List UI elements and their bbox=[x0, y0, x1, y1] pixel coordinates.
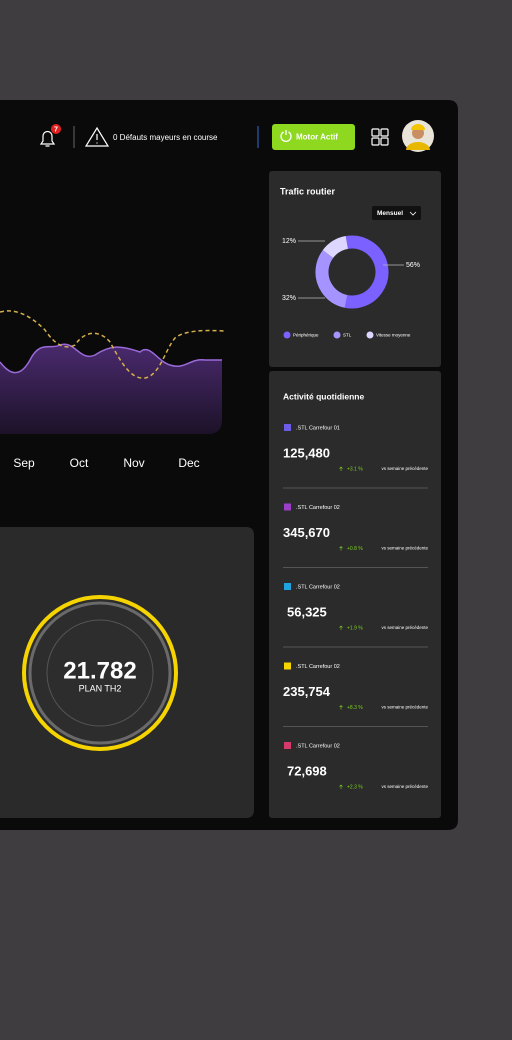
item-change: +8.3 % bbox=[347, 705, 363, 711]
gauge-ring bbox=[22, 595, 178, 751]
trend-arrow bbox=[339, 784, 343, 789]
item-comparison: vs semaine précédente bbox=[381, 625, 428, 630]
item-comparison: vs semaine précédente bbox=[381, 705, 428, 710]
x-tick-label: Dec bbox=[178, 456, 199, 470]
donut-label: 56% bbox=[406, 262, 420, 269]
avatar-body bbox=[406, 142, 430, 150]
item-value: 72,698 bbox=[287, 763, 327, 778]
item-label: .STL Carrefour 02 bbox=[296, 505, 340, 511]
legend-dot bbox=[333, 331, 341, 339]
item-label: .STL Carrefour 01 bbox=[296, 425, 340, 431]
x-tick-label: Oct bbox=[70, 456, 89, 470]
item-change: +1.9 % bbox=[347, 625, 363, 631]
donut-segment bbox=[315, 235, 389, 309]
warning-icon bbox=[84, 126, 110, 147]
area bbox=[0, 344, 222, 434]
x-tick-label: Sep bbox=[13, 456, 35, 470]
item-comparison: vs semaine précédente bbox=[381, 784, 428, 789]
period-label: Mensuel bbox=[377, 210, 403, 217]
trend-arrow bbox=[339, 546, 343, 551]
item-swatch bbox=[284, 742, 291, 749]
dashed-line bbox=[0, 310, 225, 379]
trend-arrow bbox=[339, 705, 343, 710]
item-swatch bbox=[284, 583, 291, 590]
item-value: 345,670 bbox=[283, 525, 330, 540]
item-change: +0.8 % bbox=[347, 546, 363, 552]
donut-label: 32% bbox=[282, 295, 296, 302]
legend-dot bbox=[283, 331, 291, 339]
legend-label: Vitesse moyenne bbox=[376, 333, 411, 338]
badge bbox=[51, 124, 61, 134]
item-comparison: vs semaine précédente bbox=[381, 546, 428, 551]
defects-text: 0 Défauts mayeurs en course bbox=[113, 133, 218, 142]
item-change: +2.3 % bbox=[347, 784, 363, 790]
item-value: 125,480 bbox=[283, 445, 330, 460]
item-label: .STL Carrefour 02 bbox=[296, 743, 340, 749]
area-line bbox=[0, 343, 222, 374]
period-dropdown[interactable] bbox=[372, 206, 421, 220]
item-label: .STL Carrefour 02 bbox=[296, 664, 340, 670]
gauge-value: 21.782 bbox=[63, 657, 136, 684]
gauge-inner-circle bbox=[46, 619, 154, 727]
grid-icon[interactable] bbox=[371, 128, 389, 146]
item-comparison: vs semaine précédente bbox=[381, 466, 428, 471]
trend-arrow bbox=[339, 466, 343, 471]
donut-segment bbox=[315, 235, 389, 309]
item-swatch bbox=[284, 503, 291, 511]
gauge-inner-ring bbox=[28, 601, 172, 745]
item-swatch bbox=[284, 424, 291, 431]
badge-count: 7 bbox=[54, 126, 58, 133]
activity-title: Activité quotidienne bbox=[283, 391, 365, 401]
item-value: 56,325 bbox=[287, 604, 327, 619]
activity-panel bbox=[269, 371, 441, 818]
legend-label: Périphérique bbox=[293, 333, 319, 338]
donut-label: 12% bbox=[282, 238, 296, 245]
bell[interactable] bbox=[39, 130, 56, 147]
avatar-helmet bbox=[411, 124, 425, 130]
gauge-label: PLAN TH2 bbox=[79, 683, 122, 693]
motor-button[interactable] bbox=[272, 124, 355, 150]
legend-dot bbox=[366, 331, 374, 339]
x-tick-label: Nov bbox=[123, 456, 144, 470]
trend-arrow bbox=[339, 625, 343, 630]
item-label: .STL Carrefour 02 bbox=[296, 584, 340, 590]
motor-button-label: Motor Actif bbox=[296, 133, 338, 142]
item-value: 235,754 bbox=[283, 684, 331, 699]
item-change: +3.1 % bbox=[347, 466, 363, 472]
item-swatch bbox=[284, 662, 291, 670]
power-icon bbox=[280, 130, 292, 142]
traffic-title: Trafic routier bbox=[280, 186, 336, 196]
chevron bbox=[409, 211, 417, 216]
legend-label: STL bbox=[343, 333, 352, 338]
